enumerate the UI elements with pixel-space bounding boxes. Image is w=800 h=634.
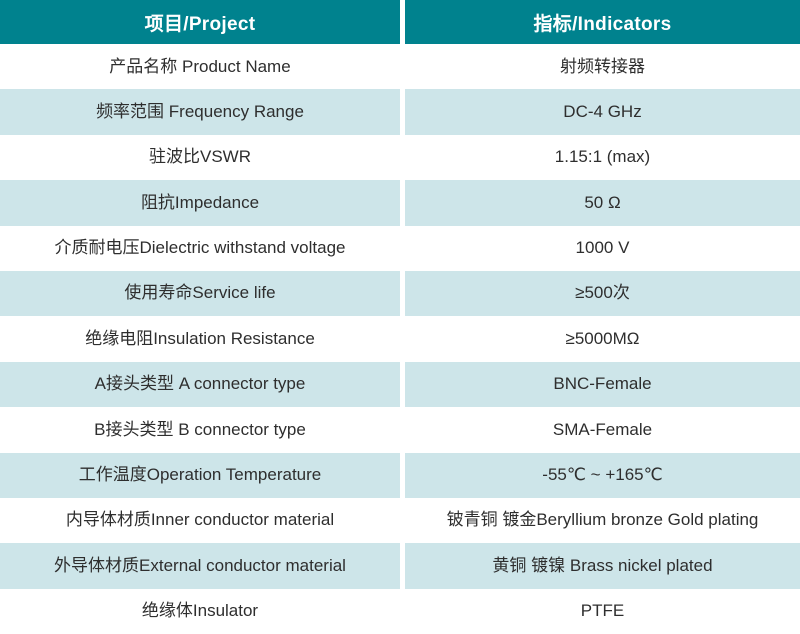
project-cell: 外导体材质External conductor material — [0, 543, 400, 589]
project-cell: 驻波比VSWR — [0, 134, 400, 181]
header-cell-indicators: 指标/Indicators — [405, 0, 800, 44]
indicator-cell: DC-4 GHz — [405, 89, 800, 135]
column-divider — [400, 89, 405, 135]
project-cell: 产品名称 Product Name — [0, 44, 400, 90]
project-cell: 绝缘电阻Insulation Resistance — [0, 316, 400, 362]
column-divider — [400, 44, 405, 90]
column-divider — [400, 407, 405, 453]
table-body: 产品名称 Product Name 射频转接器 频率范围 Frequency R… — [0, 44, 800, 634]
indicator-cell: -55℃ ~ +165℃ — [405, 452, 800, 498]
column-divider — [400, 0, 405, 44]
project-cell: 内导体材质Inner conductor material — [0, 497, 400, 544]
indicator-cell: 1.15:1 (max) — [405, 134, 800, 181]
table-row: 外导体材质External conductor material 黄铜 镀镍 B… — [0, 543, 800, 589]
column-divider — [400, 497, 405, 544]
indicator-cell: 50 Ω — [405, 180, 800, 226]
project-cell: 介质耐电压Dielectric withstand voltage — [0, 225, 400, 271]
indicator-cell: 铍青铜 镀金Beryllium bronze Gold plating — [405, 497, 800, 544]
table-row: 频率范围 Frequency Range DC-4 GHz — [0, 89, 800, 135]
project-cell: A接头类型 A connector type — [0, 361, 400, 408]
project-cell: 使用寿命Service life — [0, 270, 400, 317]
table-row: 阻抗Impedance 50 Ω — [0, 180, 800, 226]
indicator-cell: 1000 V — [405, 225, 800, 271]
table-row: 绝缘电阻Insulation Resistance ≥5000MΩ — [0, 316, 800, 362]
column-divider — [400, 543, 405, 589]
table-row: 工作温度Operation Temperature -55℃ ~ +165℃ — [0, 452, 800, 498]
table-header-row: 项目/Project 指标/Indicators — [0, 0, 800, 44]
table-row: 绝缘体Insulator PTFE — [0, 588, 800, 634]
indicator-cell: 射频转接器 — [405, 44, 800, 90]
header-cell-project: 项目/Project — [0, 0, 400, 44]
project-cell: 工作温度Operation Temperature — [0, 452, 400, 498]
project-cell: 阻抗Impedance — [0, 180, 400, 226]
indicator-cell: 黄铜 镀镍 Brass nickel plated — [405, 543, 800, 589]
column-divider — [400, 270, 405, 317]
indicator-cell: SMA-Female — [405, 407, 800, 453]
table-row: 内导体材质Inner conductor material 铍青铜 镀金Bery… — [0, 497, 800, 544]
column-divider — [400, 588, 405, 634]
indicator-cell: ≥5000MΩ — [405, 316, 800, 362]
column-divider — [400, 316, 405, 362]
column-divider — [400, 134, 405, 181]
indicator-cell: PTFE — [405, 588, 800, 634]
indicator-cell: ≥500次 — [405, 270, 800, 317]
column-divider — [400, 452, 405, 498]
column-divider — [400, 361, 405, 408]
project-cell: 绝缘体Insulator — [0, 588, 400, 634]
indicator-cell: BNC-Female — [405, 361, 800, 408]
table-row: 驻波比VSWR 1.15:1 (max) — [0, 134, 800, 181]
project-cell: B接头类型 B connector type — [0, 407, 400, 453]
table-row: 使用寿命Service life ≥500次 — [0, 270, 800, 317]
table-row: 介质耐电压Dielectric withstand voltage 1000 V — [0, 225, 800, 271]
column-divider — [400, 180, 405, 226]
column-divider — [400, 225, 405, 271]
project-cell: 频率范围 Frequency Range — [0, 89, 400, 135]
table-row: A接头类型 A connector type BNC-Female — [0, 361, 800, 408]
table-row: B接头类型 B connector type SMA-Female — [0, 407, 800, 453]
table-row: 产品名称 Product Name 射频转接器 — [0, 44, 800, 90]
